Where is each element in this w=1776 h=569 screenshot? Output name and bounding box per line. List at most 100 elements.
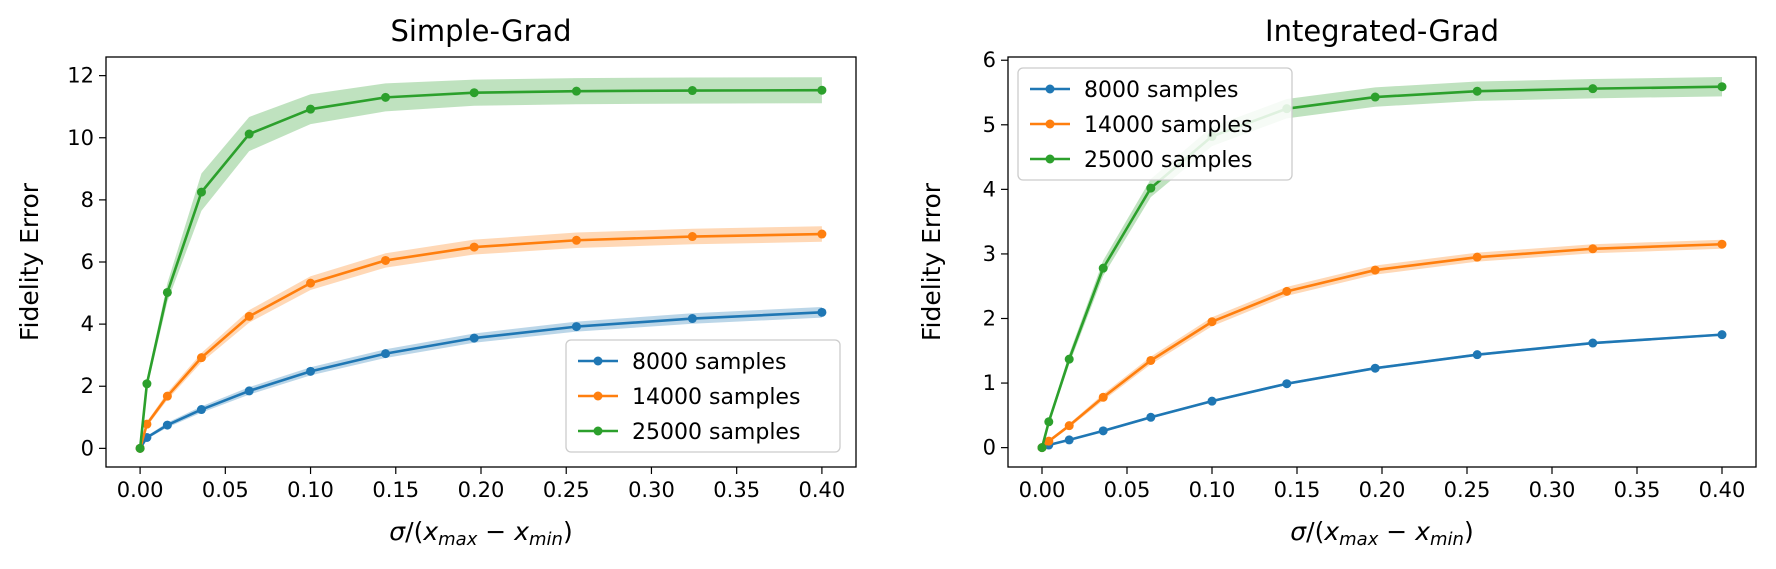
data-point — [1207, 396, 1217, 406]
legend-label: 14000 samples — [1084, 113, 1252, 138]
data-point — [244, 129, 254, 139]
x-tick-label: 0.40 — [1699, 478, 1746, 502]
data-point — [381, 349, 391, 359]
data-point — [1207, 317, 1217, 327]
legend-label: 25000 samples — [1084, 148, 1252, 173]
data-point — [571, 322, 581, 332]
data-point — [1064, 435, 1074, 445]
data-point — [306, 278, 316, 288]
data-point — [1717, 239, 1727, 249]
data-point — [1588, 84, 1598, 94]
data-point — [1146, 412, 1156, 422]
data-point — [1282, 379, 1292, 389]
legend-label: 8000 samples — [632, 350, 786, 375]
y-tick-label: 0 — [983, 436, 996, 460]
x-tick-label: 0.10 — [1189, 478, 1236, 502]
data-point — [142, 419, 152, 429]
data-point — [1588, 338, 1598, 348]
x-tick-label: 0.15 — [372, 478, 419, 502]
y-tick-label: 12 — [67, 64, 94, 88]
y-tick-label: 6 — [81, 250, 94, 274]
x-tick-label: 0.25 — [1444, 478, 1491, 502]
data-point — [1098, 426, 1108, 436]
legend-label: 14000 samples — [632, 385, 800, 410]
x-tick-label: 0.10 — [287, 478, 334, 502]
data-point — [1370, 363, 1380, 373]
x-axis-label: σ/(xmax − xmin) — [389, 517, 572, 550]
data-point — [469, 333, 479, 343]
legend-label: 25000 samples — [632, 420, 800, 445]
x-tick-label: 0.00 — [117, 478, 164, 502]
series-line-1 — [1041, 242, 1723, 449]
legend: 8000 samples 14000 samples 25000 samples — [565, 339, 841, 453]
data-point — [244, 311, 254, 321]
legend-label: 8000 samples — [1084, 78, 1238, 103]
data-point — [571, 86, 581, 96]
x-tick-label: 0.20 — [458, 478, 505, 502]
chart-title: Integrated-Grad — [1265, 14, 1499, 48]
panel-integrated-grad: Integrated-Grad 0.00 0.05 0.10 0.15 0.20 0.25 0… — [917, 14, 1757, 550]
data-point — [381, 255, 391, 265]
data-point — [306, 104, 316, 114]
data-point — [817, 85, 827, 95]
x-tick-label: 0.05 — [1104, 478, 1151, 502]
data-point — [817, 307, 827, 317]
panel-simple-grad: Simple-Grad 0.00 0.05 0.10 0.15 0.20 0.25 0.30 0… — [15, 14, 857, 550]
data-point — [162, 420, 172, 430]
x-tick-label: 0.20 — [1359, 478, 1406, 502]
data-point — [1146, 355, 1156, 365]
y-tick-label: 2 — [81, 374, 94, 398]
legend-marker — [593, 391, 603, 401]
data-point — [1146, 183, 1156, 193]
data-point — [1717, 330, 1727, 340]
data-point — [306, 366, 316, 376]
data-point — [142, 379, 152, 389]
y-tick-label: 6 — [983, 48, 996, 72]
series-line-0 — [1041, 333, 1723, 449]
confidence-band-0 — [1042, 333, 1722, 448]
y-tick-label: 4 — [983, 177, 996, 201]
y-tick-label: 3 — [983, 242, 996, 266]
data-point — [1064, 421, 1074, 431]
data-point — [244, 386, 254, 396]
x-tick-label: 0.35 — [713, 478, 760, 502]
data-point — [1472, 86, 1482, 96]
x-tick-label: 0.05 — [202, 478, 249, 502]
data-point — [1098, 392, 1108, 402]
legend-box — [1017, 67, 1293, 181]
legend-marker — [593, 356, 603, 366]
data-point — [687, 232, 697, 242]
data-point — [687, 86, 697, 96]
data-point — [162, 287, 172, 297]
confidence-band-1 — [1042, 239, 1722, 448]
data-point — [1044, 417, 1054, 427]
legend-marker — [593, 426, 603, 436]
legend-box — [565, 339, 841, 453]
data-point — [1472, 350, 1482, 360]
chart-title: Simple-Grad — [390, 14, 571, 48]
data-point — [1472, 252, 1482, 262]
data-point — [196, 187, 206, 197]
data-point — [1370, 265, 1380, 275]
y-axis-label: Fidelity Error — [917, 182, 946, 341]
y-tick-label: 4 — [81, 312, 94, 336]
x-tick-label: 0.25 — [543, 478, 590, 502]
data-point — [162, 391, 172, 401]
data-point — [1064, 354, 1074, 364]
y-tick-label: 5 — [983, 113, 996, 137]
data-point — [1037, 443, 1047, 453]
x-axis-label: σ/(xmax − xmin) — [1290, 517, 1473, 550]
legend-marker — [1045, 84, 1055, 94]
data-point — [196, 353, 206, 363]
data-point — [571, 235, 581, 245]
y-tick-label: 10 — [67, 126, 94, 150]
legend-marker — [1045, 154, 1055, 164]
data-point — [381, 92, 391, 102]
data-point — [1717, 82, 1727, 92]
data-point — [135, 443, 145, 453]
data-point — [196, 405, 206, 415]
y-tick-label: 8 — [81, 188, 94, 212]
x-tick-label: 0.40 — [799, 478, 846, 502]
data-point — [469, 88, 479, 98]
